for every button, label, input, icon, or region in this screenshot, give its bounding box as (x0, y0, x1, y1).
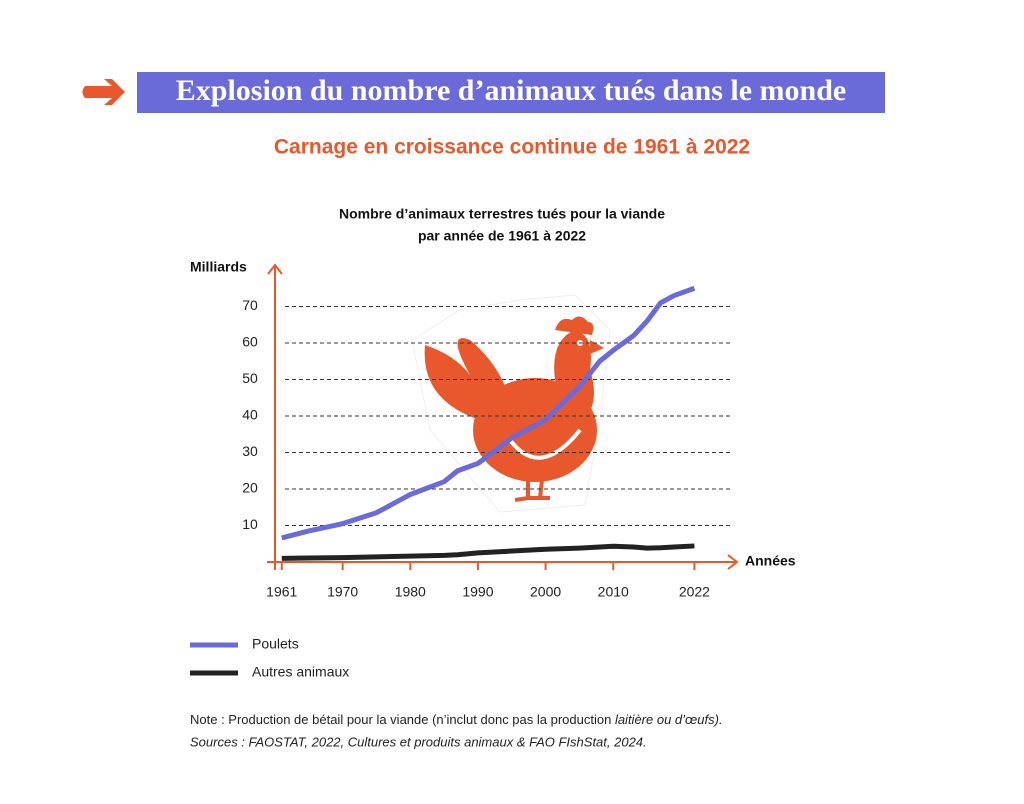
title-banner (137, 72, 885, 113)
y-axis-label: Milliards (190, 259, 247, 275)
x-tick-label: 1980 (395, 584, 426, 600)
x-tick-label: 1990 (462, 584, 493, 600)
x-tick-label: 1961 (266, 584, 297, 600)
chicken-comb (555, 316, 594, 335)
x-tick-label: 2000 (530, 584, 561, 600)
x-tick-label: 2022 (679, 584, 710, 600)
title: Explosion du nombre d’animaux tués dans … (176, 74, 846, 107)
chart-title: Nombre d’animaux terrestres tués pour la… (339, 206, 665, 222)
chicken-wing (508, 428, 582, 460)
data-line (281, 543, 695, 561)
x-tick-label: 2010 (598, 584, 629, 600)
chicken-neck (554, 330, 594, 420)
y-tick-label: 20 (242, 480, 258, 496)
legend: Poulets Autres animaux (190, 636, 349, 680)
legend-label: Poulets (252, 636, 299, 652)
x-axis-arrow (727, 554, 739, 570)
x-axis-label: Années (745, 553, 796, 569)
chart-title: par année de 1961 à 2022 (418, 228, 586, 244)
y-tick-label: 10 (242, 516, 258, 532)
arrow-icon (82, 79, 125, 105)
legend-label: Autres animaux (252, 664, 349, 680)
y-tick-label: 50 (242, 370, 258, 386)
x-tick-label: 1970 (327, 584, 358, 600)
data-line (281, 285, 696, 541)
y-tick-label: 40 (242, 407, 258, 423)
note-text: Note : Production de bétail pour la vian… (190, 712, 615, 727)
y-tick-label: 60 (242, 334, 258, 350)
y-axis-arrow (267, 263, 283, 275)
note: Note : Production de bétail pour la vian… (190, 712, 723, 727)
y-tick-label: 30 (242, 443, 258, 459)
subtitle: Carnage en croissance continue de 1961 à… (274, 136, 750, 159)
note-italic: laitière ou d’œufs). (615, 712, 723, 727)
chicken-illustration (411, 294, 611, 513)
sources: Sources : FAOSTAT, 2022, Cultures et pro… (190, 734, 647, 749)
y-tick-label: 70 (242, 297, 258, 313)
